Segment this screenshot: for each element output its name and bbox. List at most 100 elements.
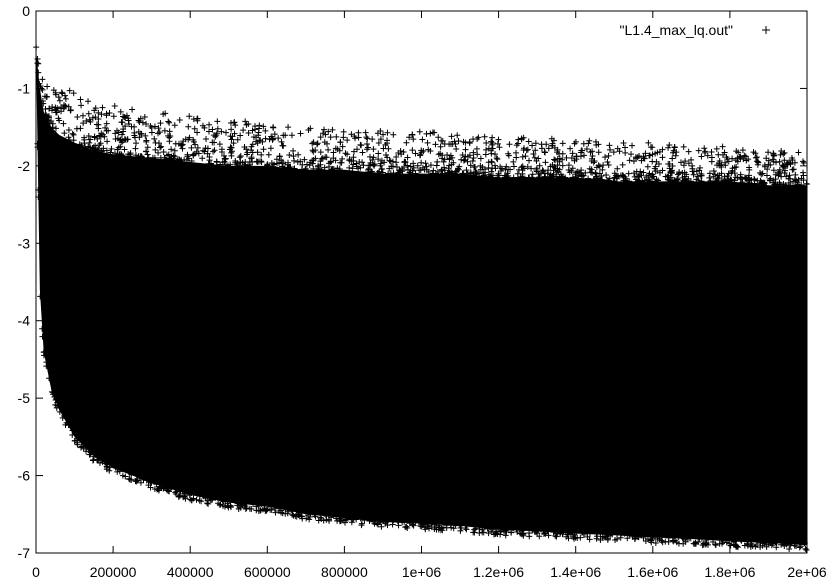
data-point bbox=[323, 140, 330, 147]
data-point bbox=[305, 127, 312, 134]
data-point bbox=[474, 135, 481, 142]
data-point bbox=[329, 126, 336, 133]
data-point bbox=[270, 124, 277, 131]
data-point bbox=[487, 523, 494, 530]
data-point bbox=[61, 104, 68, 111]
data-point bbox=[462, 153, 469, 160]
data-point bbox=[655, 160, 662, 167]
data-point bbox=[351, 148, 358, 155]
data-point bbox=[290, 147, 297, 154]
data-point bbox=[754, 177, 761, 184]
data-point bbox=[649, 158, 656, 165]
data-point bbox=[546, 173, 553, 180]
data-point bbox=[463, 526, 470, 533]
data-point bbox=[685, 148, 692, 155]
data-point bbox=[92, 451, 99, 458]
data-point bbox=[213, 158, 220, 165]
data-point bbox=[397, 147, 404, 154]
data-points bbox=[33, 44, 810, 554]
data-point bbox=[103, 120, 110, 127]
data-point bbox=[143, 137, 150, 144]
data-point bbox=[589, 153, 596, 160]
data-point bbox=[672, 177, 679, 184]
data-point bbox=[258, 151, 265, 158]
data-point bbox=[504, 523, 511, 530]
data-point bbox=[325, 146, 332, 153]
data-point bbox=[733, 148, 740, 155]
data-point bbox=[593, 530, 600, 537]
data-point bbox=[387, 170, 394, 177]
data-point bbox=[155, 125, 162, 132]
data-point bbox=[583, 145, 590, 152]
data-point bbox=[249, 158, 256, 165]
data-point bbox=[505, 150, 512, 157]
data-point bbox=[333, 515, 340, 522]
data-point bbox=[83, 446, 90, 453]
data-point bbox=[278, 138, 285, 145]
data-point bbox=[698, 535, 705, 542]
data-point bbox=[67, 107, 74, 114]
data-point bbox=[228, 152, 235, 159]
data-point bbox=[404, 154, 411, 161]
data-point bbox=[432, 141, 439, 148]
data-point bbox=[525, 138, 532, 145]
x-tick-label: 1.4e+06 bbox=[550, 564, 601, 580]
data-point bbox=[649, 171, 656, 178]
data-point bbox=[756, 169, 763, 176]
data-point bbox=[448, 133, 455, 140]
data-point bbox=[713, 178, 720, 185]
data-point bbox=[375, 150, 382, 157]
data-point bbox=[274, 160, 281, 167]
data-point bbox=[359, 159, 366, 166]
data-point bbox=[496, 144, 503, 151]
data-point bbox=[141, 114, 148, 121]
data-point bbox=[228, 136, 235, 143]
data-point bbox=[284, 510, 291, 517]
data-point bbox=[138, 131, 145, 138]
data-point bbox=[363, 146, 370, 153]
data-point bbox=[41, 348, 48, 355]
data-point bbox=[565, 535, 572, 542]
data-point bbox=[485, 171, 492, 178]
data-point bbox=[56, 117, 63, 124]
data-point bbox=[51, 393, 58, 400]
data-point bbox=[370, 161, 377, 168]
data-point bbox=[377, 127, 384, 134]
data-point bbox=[460, 138, 467, 145]
data-point bbox=[297, 130, 304, 137]
data-point bbox=[453, 146, 460, 153]
data-point bbox=[62, 95, 69, 102]
data-point bbox=[454, 132, 461, 139]
data-point bbox=[504, 170, 511, 177]
data-point bbox=[800, 159, 807, 166]
data-point bbox=[289, 508, 296, 515]
data-point bbox=[83, 118, 90, 125]
data-point bbox=[554, 529, 561, 536]
data-point bbox=[638, 157, 645, 164]
data-point bbox=[430, 167, 437, 174]
data-point bbox=[667, 168, 674, 175]
data-point bbox=[158, 143, 165, 150]
data-point bbox=[489, 172, 496, 179]
data-point bbox=[518, 164, 525, 171]
data-point bbox=[268, 160, 275, 167]
data-point bbox=[526, 157, 533, 164]
data-point bbox=[279, 163, 286, 170]
data-point bbox=[718, 170, 725, 177]
data-point bbox=[137, 479, 144, 486]
data-point bbox=[532, 147, 539, 154]
data-point bbox=[675, 533, 682, 540]
data-point bbox=[286, 151, 293, 158]
data-point bbox=[125, 115, 132, 122]
data-point bbox=[587, 169, 594, 176]
data-point bbox=[539, 167, 546, 174]
data-point bbox=[667, 174, 674, 181]
data-point bbox=[223, 495, 230, 502]
data-point bbox=[368, 168, 375, 175]
data-point bbox=[180, 138, 187, 145]
data-point bbox=[671, 177, 678, 184]
data-point bbox=[143, 120, 150, 127]
data-point bbox=[792, 171, 799, 178]
data-point bbox=[370, 146, 377, 153]
data-point bbox=[157, 120, 164, 127]
